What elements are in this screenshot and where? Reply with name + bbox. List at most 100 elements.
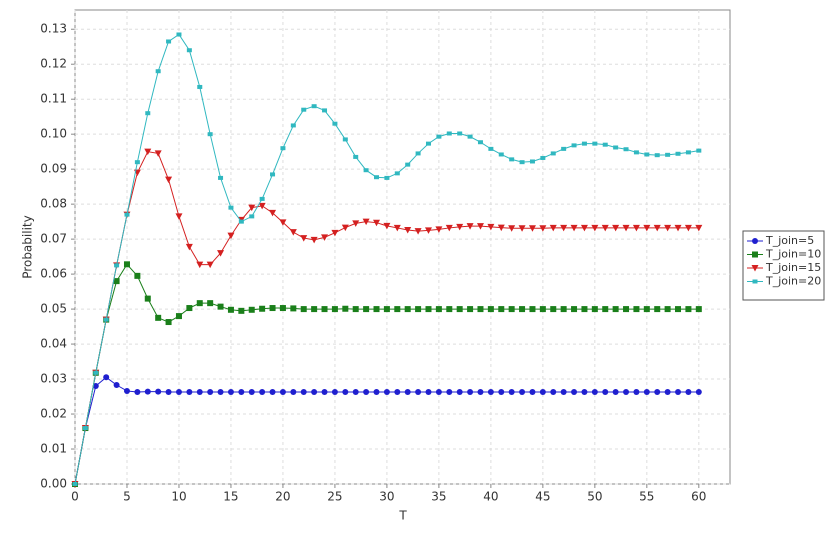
point bbox=[238, 307, 245, 314]
point bbox=[518, 225, 526, 232]
point bbox=[560, 224, 568, 232]
y-tick-label: 0.10 bbox=[40, 127, 67, 141]
point bbox=[653, 224, 661, 232]
point bbox=[103, 374, 110, 381]
point bbox=[185, 243, 193, 251]
point bbox=[258, 202, 266, 210]
point bbox=[404, 388, 411, 395]
point bbox=[362, 218, 370, 226]
x-tick-label: 25 bbox=[327, 490, 342, 504]
point bbox=[613, 145, 619, 150]
x-tick-label: 45 bbox=[535, 490, 550, 504]
point bbox=[675, 388, 682, 395]
point bbox=[207, 300, 214, 307]
point bbox=[123, 261, 130, 268]
point bbox=[300, 306, 307, 313]
point bbox=[415, 388, 422, 395]
point bbox=[612, 224, 620, 232]
point bbox=[72, 482, 78, 486]
point bbox=[446, 388, 453, 395]
point bbox=[674, 224, 682, 232]
point bbox=[289, 229, 297, 236]
point bbox=[570, 224, 578, 232]
x-axis-label: T bbox=[398, 509, 407, 523]
point bbox=[519, 388, 526, 395]
point bbox=[383, 306, 390, 313]
point bbox=[675, 306, 682, 313]
point bbox=[685, 150, 691, 155]
point bbox=[218, 175, 224, 180]
point bbox=[155, 314, 162, 321]
point bbox=[435, 388, 442, 395]
point bbox=[280, 146, 286, 151]
point bbox=[632, 224, 640, 232]
point bbox=[269, 209, 277, 217]
point bbox=[165, 388, 172, 395]
point bbox=[467, 388, 474, 395]
point bbox=[290, 388, 297, 395]
point bbox=[374, 175, 380, 180]
point bbox=[311, 104, 317, 109]
point bbox=[217, 388, 224, 395]
y-tick-label: 0.11 bbox=[40, 92, 67, 106]
point bbox=[321, 306, 328, 313]
point bbox=[300, 388, 307, 395]
legend-marker bbox=[752, 238, 758, 244]
point bbox=[685, 306, 692, 313]
x-tick-label: 55 bbox=[639, 490, 654, 504]
point bbox=[154, 150, 162, 157]
x-tick-label: 0 bbox=[71, 490, 79, 504]
legend-label: T_join=20 bbox=[765, 275, 821, 288]
point bbox=[539, 388, 546, 395]
point bbox=[425, 388, 432, 395]
point bbox=[331, 229, 339, 237]
point bbox=[497, 224, 505, 232]
point bbox=[217, 303, 224, 310]
point bbox=[665, 152, 671, 157]
legend-label: T_join=5 bbox=[765, 234, 814, 247]
point bbox=[477, 388, 484, 395]
point bbox=[363, 306, 370, 313]
point bbox=[571, 143, 577, 148]
point bbox=[477, 140, 483, 145]
point bbox=[466, 223, 474, 230]
point bbox=[602, 142, 608, 147]
point bbox=[549, 224, 557, 232]
point bbox=[342, 305, 349, 312]
point bbox=[134, 272, 141, 279]
point bbox=[134, 388, 141, 395]
point bbox=[435, 306, 442, 313]
point bbox=[550, 151, 556, 156]
point bbox=[456, 388, 463, 395]
point bbox=[695, 224, 703, 232]
point bbox=[279, 305, 286, 312]
point bbox=[436, 134, 442, 139]
point bbox=[206, 261, 214, 269]
point bbox=[373, 219, 381, 227]
point bbox=[592, 141, 598, 146]
point bbox=[519, 160, 525, 165]
point bbox=[467, 134, 473, 139]
point bbox=[581, 141, 587, 146]
point bbox=[509, 157, 515, 162]
point bbox=[664, 388, 671, 395]
x-tick-label: 15 bbox=[223, 490, 238, 504]
point bbox=[123, 387, 130, 394]
point bbox=[529, 388, 536, 395]
legend-label: T_join=10 bbox=[765, 248, 821, 261]
point bbox=[591, 224, 599, 232]
point bbox=[591, 306, 598, 313]
point bbox=[207, 132, 213, 137]
point bbox=[352, 388, 359, 395]
point bbox=[498, 152, 504, 157]
point bbox=[695, 306, 702, 313]
point bbox=[519, 306, 526, 313]
point bbox=[196, 300, 203, 307]
point bbox=[259, 196, 265, 201]
point bbox=[248, 306, 255, 313]
x-tick-label: 30 bbox=[379, 490, 394, 504]
point bbox=[248, 388, 255, 395]
point bbox=[155, 388, 162, 395]
point bbox=[664, 224, 672, 232]
